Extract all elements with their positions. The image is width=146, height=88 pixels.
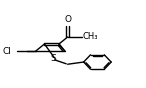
Text: Cl: Cl — [2, 47, 11, 56]
Text: CH₃: CH₃ — [83, 32, 98, 41]
Text: O: O — [64, 15, 71, 24]
Text: S: S — [50, 54, 56, 63]
